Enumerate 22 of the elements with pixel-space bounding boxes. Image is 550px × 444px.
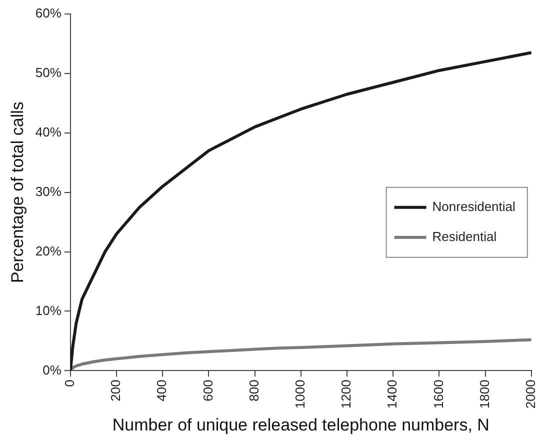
y-tick-label: 10%	[35, 302, 62, 318]
x-axis-title: Number of unique released telephone numbers, N	[112, 415, 490, 434]
y-axis-title: Percentage of total calls	[8, 102, 27, 284]
y-tick-label: 40%	[35, 124, 62, 140]
x-tick-label: 1000	[292, 380, 308, 409]
x-tick-label: 800	[246, 380, 262, 402]
y-tick-label: 60%	[35, 6, 62, 21]
x-tick-label: 600	[200, 380, 216, 402]
y-tick-label: 30%	[35, 184, 62, 199]
x-tick-label: 0	[62, 380, 77, 387]
y-tick-label: 50%	[35, 65, 62, 80]
y-tick-label: 20%	[35, 243, 62, 258]
legend-label: Nonresidential	[432, 198, 516, 214]
x-tick-label: 2000	[522, 380, 538, 409]
x-tick-label: 400	[154, 380, 170, 402]
y-tick-label: 0%	[42, 362, 62, 378]
legend-label: Residential	[432, 228, 497, 244]
x-tick-label: 1200	[338, 380, 354, 409]
x-tick-label: 1800	[476, 380, 492, 409]
x-tick-label: 1600	[430, 380, 446, 409]
x-tick-label: 200	[108, 380, 124, 402]
x-tick-label: 1400	[384, 380, 400, 409]
